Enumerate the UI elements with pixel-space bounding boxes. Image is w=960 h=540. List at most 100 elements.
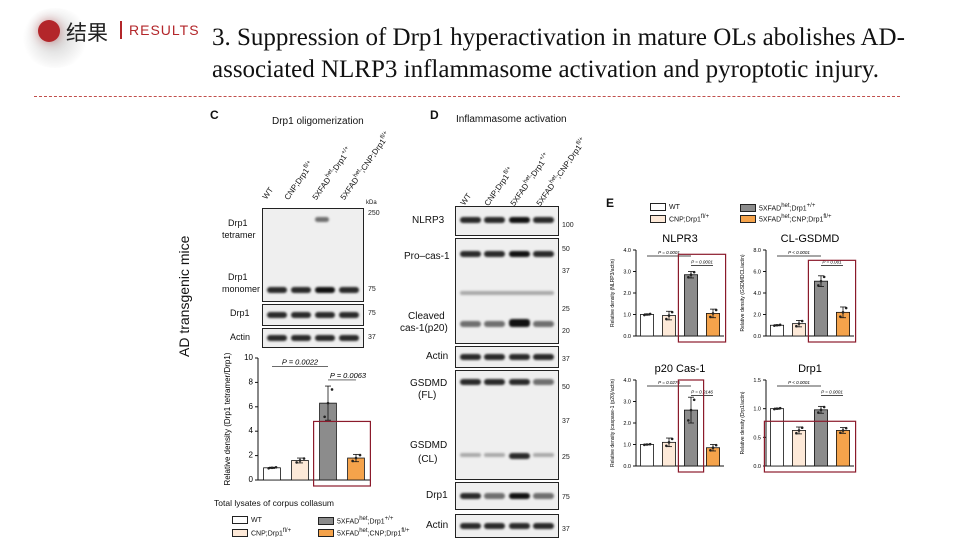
bar — [640, 314, 655, 337]
panel-c-title: Drp1 oligomerization — [272, 116, 364, 127]
data-point — [714, 308, 718, 312]
blot-label: (CL) — [418, 454, 438, 465]
bar — [792, 430, 807, 467]
data-point — [839, 315, 842, 318]
blot-label: GSDMD — [410, 378, 448, 389]
data-point — [819, 279, 823, 283]
data-point — [844, 426, 848, 430]
data-point — [773, 324, 776, 327]
band — [484, 354, 505, 360]
lane-label-5xfad-cnp: 5XFADhet;CNP;Drp1fl/+ — [338, 130, 390, 202]
y-axis-label: Relative density (Drp1 tetramer/Drp1) — [223, 352, 232, 485]
p-value: P = 0.001 — [822, 259, 842, 264]
legend-swatch — [318, 529, 334, 538]
data-point — [267, 466, 270, 470]
data-point — [775, 323, 779, 327]
band — [533, 321, 554, 327]
data-point — [667, 441, 671, 444]
y-tick-label: 8 — [249, 377, 254, 386]
band — [509, 493, 530, 499]
band — [484, 493, 505, 499]
y-tick-label: 4.0 — [623, 248, 631, 254]
data-point — [326, 401, 330, 405]
data-point — [795, 431, 798, 435]
bar — [814, 409, 829, 467]
data-point — [667, 314, 671, 317]
band — [484, 453, 505, 457]
p-value: P = 0.0276 — [658, 380, 680, 385]
chart-e-cl-gsdmd: CL-GSDMD 0.0 2.0 4.0 6.0 8.0 Relative density … — [740, 233, 857, 343]
blot-d-actin-1 — [455, 346, 559, 368]
data-point — [648, 312, 652, 316]
band — [509, 251, 530, 257]
band — [533, 251, 554, 257]
y-tick-label: 0 — [249, 475, 254, 484]
blot-label: Actin — [426, 520, 449, 531]
mw-marker: 75 — [562, 494, 570, 501]
y-tick-label: 0.0 — [623, 464, 631, 470]
band — [533, 523, 554, 529]
data-point — [274, 466, 278, 469]
panel-c-letter: C — [210, 108, 219, 122]
y-axis-label: Relative density (NLRP3/actin) — [610, 259, 616, 327]
band — [315, 217, 329, 222]
chart-title: CL-GSDMD — [781, 233, 840, 245]
data-point — [714, 443, 718, 447]
data-point — [645, 443, 649, 446]
blot-label: (FL) — [418, 390, 437, 401]
band — [509, 379, 530, 385]
side-label: AD transgenic mice — [176, 235, 192, 357]
mw-marker: 50 — [562, 246, 570, 253]
p-value: P < 0.0001 — [788, 250, 810, 255]
blot-d-nlrp3 — [455, 206, 559, 236]
mw-marker: 75 — [368, 286, 376, 293]
mw-marker: 250 — [368, 210, 380, 217]
chart-e-nlrp3: NLPR3 0.0 1.0 2.0 3.0 4.0 Relative density (NL… — [610, 233, 727, 343]
data-point — [711, 312, 715, 315]
data-point — [298, 459, 302, 462]
mw-marker: 50 — [562, 384, 570, 391]
band — [460, 379, 481, 385]
data-point — [670, 437, 674, 441]
band — [484, 523, 505, 529]
band — [460, 493, 481, 499]
data-point — [841, 429, 845, 432]
legend-item: 5XFADhet;CNP;Drp1fl/+ — [740, 214, 832, 224]
band — [339, 312, 359, 318]
chart-c-xlabel: Total lysates of corpus collasum — [214, 498, 334, 508]
band — [460, 523, 481, 529]
band — [533, 379, 554, 385]
data-point — [687, 276, 690, 279]
data-point — [689, 408, 693, 412]
chart-title: p20 Cas-1 — [655, 363, 706, 375]
blot-label: Actin — [426, 351, 449, 362]
band — [315, 287, 335, 293]
data-point — [795, 324, 798, 328]
blot-label: Pro–cas-1 — [404, 251, 450, 262]
legend-item: 5XFADhet;CNP;Drp1fl/+ — [318, 528, 410, 538]
band — [484, 321, 505, 327]
data-point — [822, 275, 826, 279]
y-tick-label: 3.0 — [623, 270, 631, 276]
lane-label-wt: WT — [260, 185, 276, 201]
band — [509, 523, 530, 529]
y-tick-label: 4 — [249, 426, 254, 435]
data-point — [800, 426, 804, 430]
chart-c-drp1-tetramer: 0 2 4 6 8 10 Relative density (Drp1 tetramer/D… — [223, 352, 371, 487]
band — [484, 379, 505, 385]
y-tick-label: 2.0 — [753, 313, 761, 319]
data-point — [817, 284, 820, 287]
blot-d-actin-2 — [455, 514, 559, 538]
y-tick-label: 0.0 — [753, 464, 761, 470]
p-value: P = 0.0022 — [282, 358, 319, 367]
blot-label: NLRP3 — [412, 215, 445, 226]
data-point — [839, 431, 842, 435]
y-tick-label: 2.0 — [623, 421, 631, 427]
panel-d-title: Inflammasome activation — [456, 114, 567, 125]
p-value: P = 0.0063 — [330, 371, 367, 380]
mw-marker: 20 — [562, 328, 570, 335]
blot-label: cas-1(p20) — [400, 323, 448, 334]
band — [267, 287, 287, 293]
data-point — [800, 319, 804, 323]
highlight-box — [763, 420, 857, 473]
